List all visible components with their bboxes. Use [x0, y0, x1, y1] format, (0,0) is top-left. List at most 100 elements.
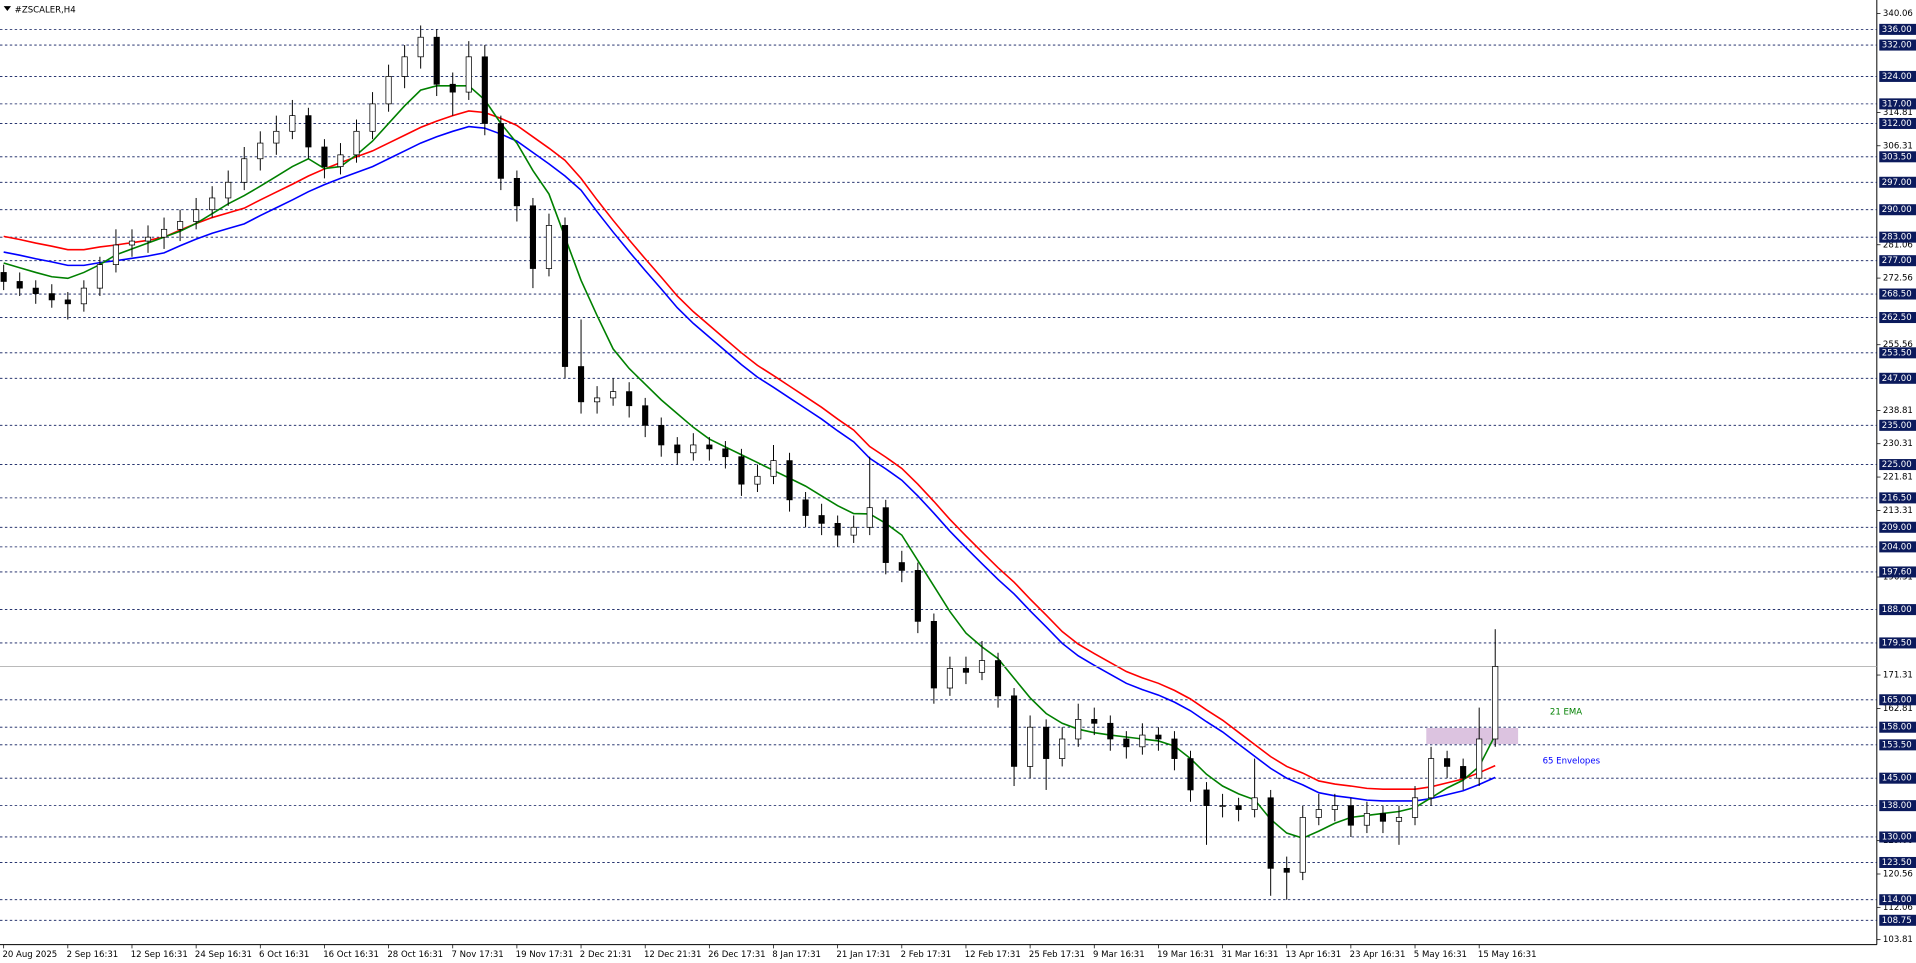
candle-body [866, 507, 873, 528]
candle-body [177, 221, 184, 230]
level-label-box [1879, 288, 1916, 300]
level-label-box [1879, 739, 1916, 751]
x-tick-label: 2 Dec 21:31 [580, 950, 632, 960]
x-tick-label: 20 Aug 2025 [2, 950, 57, 960]
candle-body [144, 236, 152, 242]
level-label: 268.50 [1882, 290, 1912, 300]
candle-body [1444, 758, 1451, 767]
candle-body [1411, 797, 1419, 818]
candle-body [321, 146, 328, 167]
candle-body [513, 177, 520, 207]
level-label: 290.00 [1882, 205, 1912, 215]
level-label: 165.00 [1882, 695, 1912, 705]
x-tick-label: 12 Sep 16:31 [131, 950, 188, 960]
x-tick-label: 13 Apr 16:31 [1285, 950, 1341, 960]
level-label: 216.50 [1882, 493, 1912, 503]
candle-body [241, 158, 248, 183]
candle-body [193, 209, 200, 222]
level-label-box [1879, 604, 1916, 616]
level-label-box [1879, 914, 1916, 926]
candle-body [882, 507, 889, 563]
level-label: 108.75 [1882, 916, 1912, 926]
candle-body [1027, 726, 1034, 767]
level-label: 336.00 [1882, 25, 1912, 35]
level-label: 145.00 [1882, 774, 1912, 784]
level-label-box [1879, 492, 1916, 504]
candle-body [32, 287, 39, 294]
x-tick-label: 2 Sep 16:31 [67, 950, 119, 960]
level-label: 179.50 [1882, 638, 1912, 648]
x-tick-label: 6 Oct 16:31 [259, 950, 309, 960]
candle-body [674, 444, 681, 454]
candle-body [561, 225, 569, 367]
level-label-box [1879, 694, 1916, 706]
level-label: 283.00 [1882, 233, 1912, 243]
candle-body [962, 668, 970, 673]
level-label: 197.60 [1882, 567, 1912, 577]
candle-body [433, 36, 440, 85]
level-label: 209.00 [1882, 523, 1912, 533]
level-label: 114.00 [1882, 895, 1912, 905]
level-label: 332.00 [1882, 41, 1912, 51]
y-tick-label: 314.81 [1883, 108, 1913, 118]
candle-body [738, 456, 745, 485]
candle-body [48, 293, 55, 301]
x-tick-label: 8 Jan 17:31 [772, 950, 821, 960]
x-tick-label: 2 Feb 17:31 [901, 950, 952, 960]
x-tick-label: 31 Mar 16:31 [1221, 950, 1278, 960]
level-label-box [1879, 347, 1916, 359]
level-label-box [1879, 176, 1916, 188]
menu-arrow[interactable] [3, 6, 12, 12]
candle-body [1251, 797, 1258, 810]
x-tick-label: 12 Feb 17:31 [965, 950, 1021, 960]
x-tick-label: 16 Oct 16:31 [323, 950, 379, 960]
y-tick-label: 306.31 [1883, 141, 1913, 151]
x-tick-label: 24 Sep 16:31 [195, 950, 252, 960]
y-tick-label: 340.06 [1883, 9, 1913, 19]
y-tick-label: 221.81 [1883, 473, 1913, 483]
x-tick-label: 12 Dec 21:31 [644, 950, 701, 960]
candle-body [529, 205, 536, 269]
level-label: 277.00 [1882, 256, 1912, 266]
candle-body [1331, 805, 1338, 810]
candle-body [1460, 766, 1467, 779]
level-label-box [1879, 70, 1916, 82]
level-label-box [1879, 204, 1916, 216]
level-label-box [1879, 521, 1916, 533]
x-tick-label: 19 Nov 17:31 [516, 950, 574, 960]
level-label: 247.00 [1882, 374, 1912, 384]
candle-body [850, 526, 857, 536]
legend-label: 65 Envelopes [1543, 757, 1601, 767]
candle-body [1011, 695, 1018, 767]
level-label-box [1879, 637, 1916, 649]
level-label-box [1879, 151, 1916, 163]
level-label: 225.00 [1882, 460, 1912, 470]
candle-body [449, 83, 456, 93]
candle-body [273, 130, 280, 144]
level-label: 130.00 [1882, 832, 1912, 842]
y-tick-label: 281.06 [1883, 240, 1913, 250]
candle-body [898, 562, 905, 571]
candle-body [96, 264, 103, 289]
level-label-box [1879, 800, 1916, 812]
level-label: 188.00 [1882, 605, 1912, 615]
candle-body [257, 142, 264, 160]
candle-body [1235, 805, 1242, 810]
x-tick-label: 25 Feb 17:31 [1029, 950, 1085, 960]
candle-body [802, 499, 809, 516]
level-label-box [1879, 231, 1916, 243]
candle-body [946, 668, 953, 689]
candle-body [160, 228, 168, 238]
candle-body [64, 299, 71, 305]
chart-title: #ZSCALER,H4 [15, 5, 76, 15]
candle-body [1363, 813, 1370, 826]
candle-body [610, 391, 617, 399]
candle-body [770, 460, 777, 477]
candle-body [369, 103, 376, 132]
y-tick-label: 230.31 [1883, 439, 1913, 449]
x-tick-label: 26 Dec 17:31 [708, 950, 765, 960]
candle-body [754, 475, 761, 485]
candle-body [353, 130, 360, 156]
x-tick-label: 19 Mar 16:31 [1157, 950, 1214, 960]
